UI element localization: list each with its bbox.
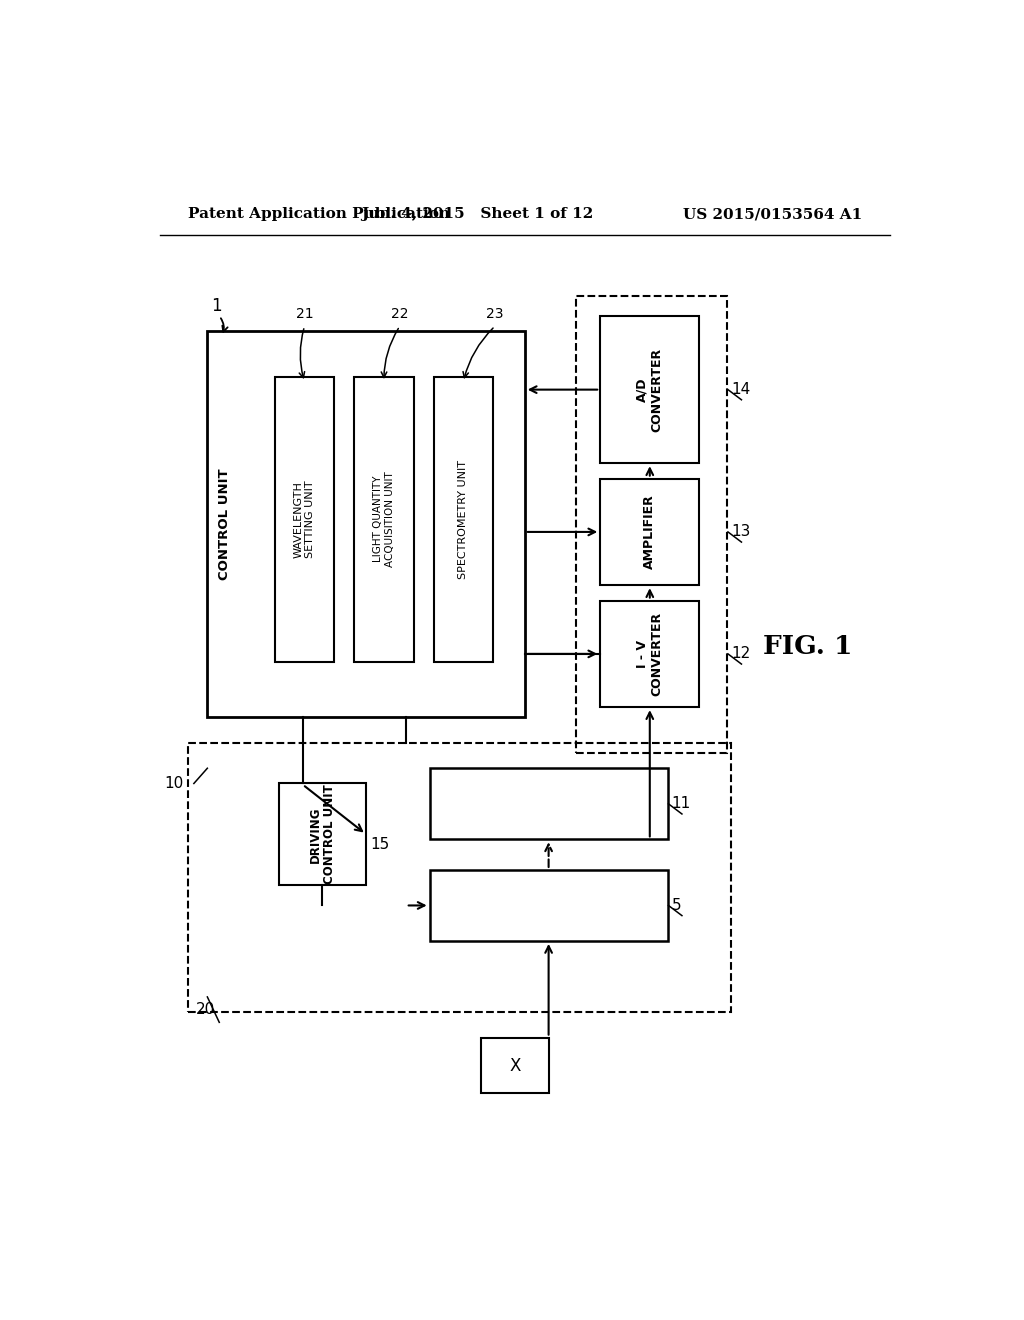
Text: Jun. 4, 2015   Sheet 1 of 12: Jun. 4, 2015 Sheet 1 of 12 xyxy=(361,207,593,222)
Text: 12: 12 xyxy=(731,647,751,661)
Text: 11: 11 xyxy=(672,796,691,812)
Text: 20: 20 xyxy=(196,1002,215,1016)
Bar xyxy=(279,784,367,886)
Text: US 2015/0153564 A1: US 2015/0153564 A1 xyxy=(683,207,862,222)
Text: 10: 10 xyxy=(164,776,183,791)
Text: 5: 5 xyxy=(672,898,681,913)
Text: AMPLIFIER: AMPLIFIER xyxy=(643,495,656,569)
Text: 14: 14 xyxy=(731,381,751,397)
Bar xyxy=(187,743,731,1012)
Text: DRIVING
CONTROL UNIT: DRIVING CONTROL UNIT xyxy=(308,784,337,884)
Bar xyxy=(430,768,668,840)
Text: SPECTROMETRY UNIT: SPECTROMETRY UNIT xyxy=(459,459,468,578)
Text: FIG. 1: FIG. 1 xyxy=(763,634,852,659)
Text: I - V
CONVERTER: I - V CONVERTER xyxy=(636,612,664,696)
Text: 1: 1 xyxy=(211,297,222,314)
Text: 22: 22 xyxy=(391,308,409,321)
Bar xyxy=(354,378,414,661)
Bar xyxy=(600,479,699,585)
Text: CONTROL UNIT: CONTROL UNIT xyxy=(218,469,231,579)
Text: 23: 23 xyxy=(486,308,504,321)
Text: A/D
CONVERTER: A/D CONVERTER xyxy=(636,347,664,432)
Bar xyxy=(600,601,699,708)
Text: 15: 15 xyxy=(370,837,389,851)
Text: 13: 13 xyxy=(731,524,751,540)
Bar xyxy=(207,331,525,718)
Bar xyxy=(430,870,668,941)
Bar xyxy=(577,296,727,752)
Bar xyxy=(274,378,334,661)
Text: Patent Application Publication: Patent Application Publication xyxy=(187,207,450,222)
Bar xyxy=(600,315,699,463)
Text: 21: 21 xyxy=(296,308,313,321)
Text: X: X xyxy=(509,1056,520,1074)
Bar xyxy=(433,378,494,661)
Text: WAVELENGTH
SETTING UNIT: WAVELENGTH SETTING UNIT xyxy=(294,480,315,558)
Bar xyxy=(481,1038,549,1093)
Text: LIGHT QUANTITY
ACQUISITION UNIT: LIGHT QUANTITY ACQUISITION UNIT xyxy=(373,471,394,568)
